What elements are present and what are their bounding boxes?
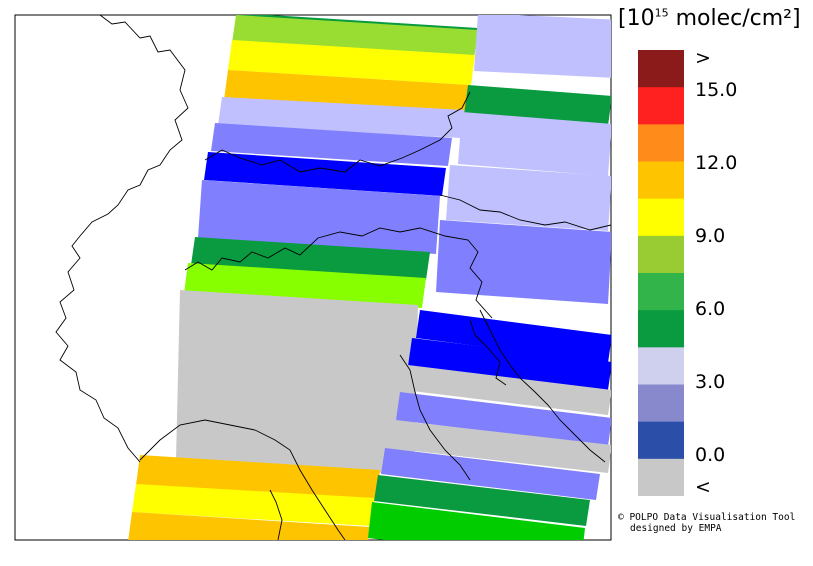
legend-tick-label: 6.0 (695, 298, 726, 320)
legend-swatch (638, 384, 684, 423)
swath-band (228, 40, 475, 85)
legend-swatch (638, 273, 684, 311)
legend-swatch (638, 421, 684, 460)
swath-band (381, 448, 600, 500)
swath-band (204, 152, 446, 196)
legend-tick-label: 15.0 (695, 79, 738, 101)
swath-band (458, 112, 611, 176)
swath-band (198, 180, 440, 254)
legend-tick-label: > (695, 47, 711, 69)
legend-tick-label: 12.0 (695, 152, 738, 174)
swath-band (232, 15, 478, 58)
swath-band (211, 123, 452, 166)
border-alps-south (184, 227, 493, 319)
legend-swatch (638, 235, 684, 274)
swath-band (128, 512, 370, 540)
border-alps-north (204, 91, 471, 173)
credit-line-1: © POLPO Data Visualisation Tool (618, 512, 796, 523)
coast-adriatic-east (479, 309, 606, 463)
swath-band (368, 502, 585, 540)
swath-band (416, 310, 611, 363)
legend-tick-label: 0.0 (695, 444, 726, 466)
legend-swatch (638, 161, 684, 200)
swath-band (132, 484, 375, 526)
country-borders (55, 15, 611, 540)
credit-line-2: designed by EMPA (630, 523, 722, 534)
border-france-switzerland (55, 15, 189, 463)
legend-swatch (638, 124, 684, 162)
legend-swatch (638, 87, 684, 125)
swath-band (474, 15, 611, 78)
credit-text: © POLPO Data Visualisation Tool designed… (618, 512, 795, 534)
swath-band (396, 392, 611, 446)
coast-adriatic-west (399, 354, 471, 481)
coast-istria (469, 319, 507, 386)
legend-tick-label: 3.0 (695, 371, 726, 393)
swath-band (446, 165, 611, 231)
satellite-swaths (128, 15, 611, 540)
legend-tick-label: < (695, 476, 711, 498)
legend-swatch (638, 310, 684, 348)
swath-band (374, 475, 590, 526)
border-corsica-edge (269, 489, 283, 540)
coast-ligurian (139, 419, 346, 540)
swath-band (176, 290, 418, 475)
unit-exponent: 15 (654, 6, 669, 20)
legend-swatch (638, 198, 684, 237)
legend-tick-label: 9.0 (695, 225, 726, 247)
legend-swatch (638, 458, 684, 496)
legend-swatch (638, 50, 684, 88)
swath-band (404, 365, 611, 415)
legend-swatch (638, 347, 684, 385)
swath-band (191, 237, 430, 280)
unit-suffix: molec/cm²] (668, 6, 801, 31)
legend-colorbar (638, 50, 684, 496)
unit-prefix: [10 (618, 6, 655, 31)
swath-band (388, 420, 611, 473)
legend-unit-label: [1015 molec/cm²] (618, 6, 801, 31)
swath-band (436, 220, 611, 304)
border-austria-slovenia (439, 194, 611, 231)
